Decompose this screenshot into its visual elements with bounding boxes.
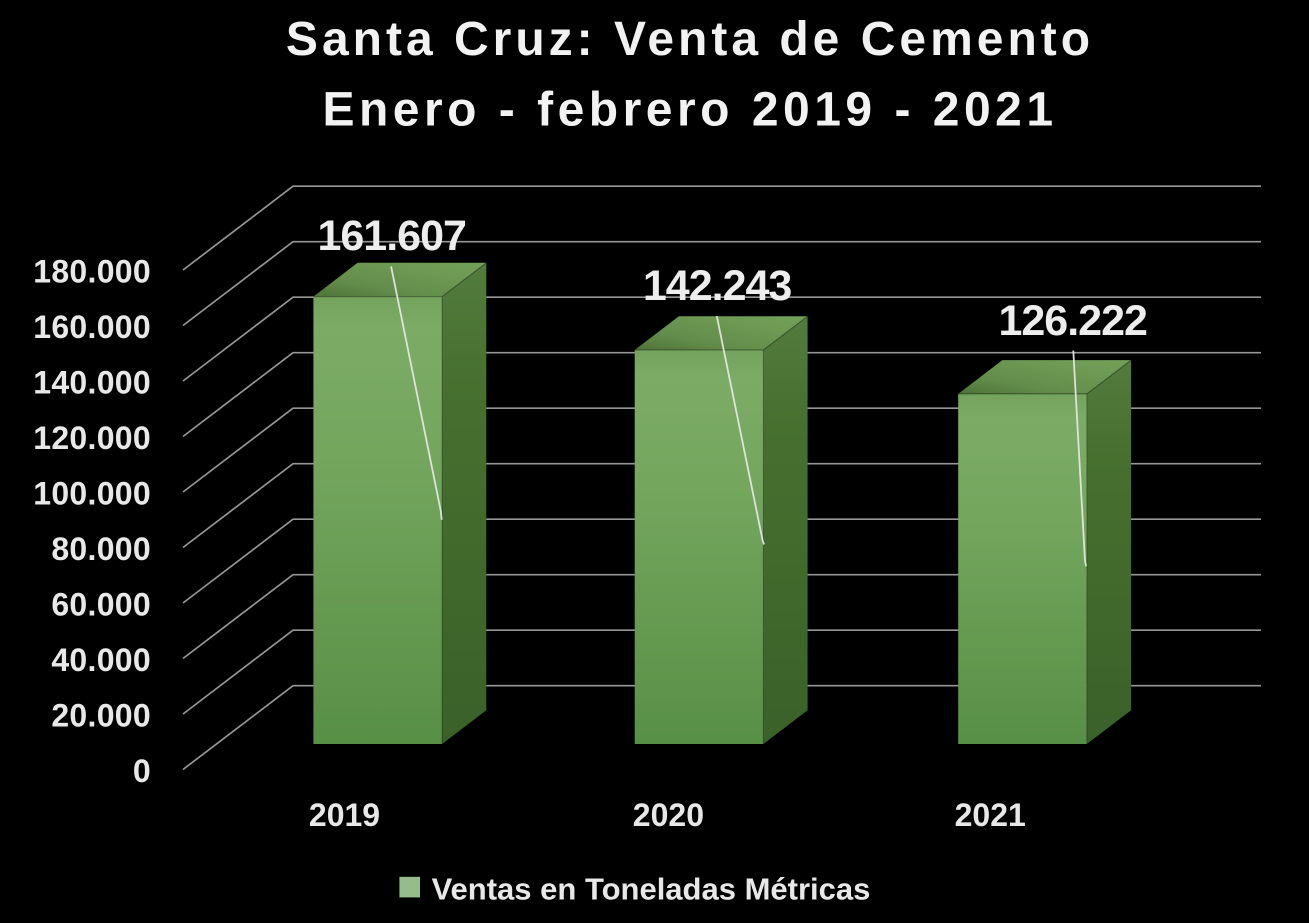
svg-text:2020: 2020 (633, 797, 704, 833)
svg-text:160.000: 160.000 (33, 309, 151, 345)
svg-text:80.000: 80.000 (51, 531, 151, 567)
svg-text:140.000: 140.000 (33, 365, 151, 401)
svg-text:180.000: 180.000 (33, 254, 151, 290)
svg-text:126.222: 126.222 (998, 297, 1147, 345)
svg-text:0: 0 (133, 753, 151, 789)
svg-text:Enero - febrero 2019 - 2021: Enero - febrero 2019 - 2021 (322, 84, 1057, 137)
svg-text:2021: 2021 (955, 797, 1026, 833)
svg-text:20.000: 20.000 (51, 698, 151, 734)
svg-text:60.000: 60.000 (51, 587, 151, 623)
svg-text:40.000: 40.000 (51, 642, 151, 678)
svg-text:100.000: 100.000 (33, 476, 151, 512)
svg-text:Ventas en Toneladas Métricas: Ventas en Toneladas Métricas (432, 872, 871, 907)
svg-text:120.000: 120.000 (33, 420, 151, 456)
svg-text:2019: 2019 (309, 797, 380, 833)
svg-text:142.243: 142.243 (643, 262, 792, 310)
svg-text:Santa Cruz: Venta de Cemento: Santa Cruz: Venta de Cemento (286, 13, 1094, 66)
svg-text:161.607: 161.607 (317, 212, 466, 260)
